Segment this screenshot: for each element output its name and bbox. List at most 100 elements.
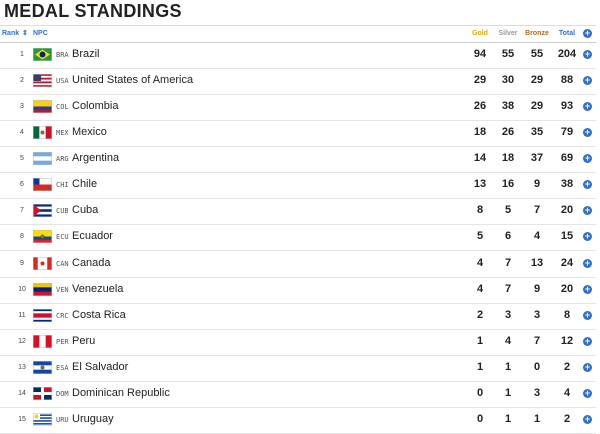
header-rank[interactable]: Rank bbox=[2, 30, 20, 37]
flag bbox=[33, 412, 52, 426]
country-name[interactable]: Cuba bbox=[72, 204, 99, 217]
silver-count: 7 bbox=[504, 282, 512, 295]
bronze-count: 4 bbox=[533, 230, 541, 243]
country-code: ARG bbox=[56, 155, 69, 164]
expand-icon[interactable]: + bbox=[583, 205, 592, 216]
country-name[interactable]: Argentina bbox=[72, 152, 120, 165]
bronze-count: 7 bbox=[533, 204, 541, 217]
header-npc[interactable]: NPC bbox=[33, 30, 48, 37]
country-code: CRC bbox=[56, 311, 69, 320]
rank: 7 bbox=[20, 207, 24, 215]
country-name[interactable]: Mexico bbox=[72, 126, 107, 139]
country-name[interactable]: Peru bbox=[72, 334, 96, 347]
header-total[interactable]: Total bbox=[558, 30, 576, 37]
gold-count: 1 bbox=[476, 360, 484, 373]
rank: 13 bbox=[18, 363, 26, 371]
table-row: 14 DOM Dominican Republic 0 1 3 4 + bbox=[0, 381, 596, 408]
country-name[interactable]: Venezuela bbox=[72, 282, 124, 295]
table-row: 1 BRA Brazil 94 55 55 204 + bbox=[0, 42, 596, 69]
sort-icon[interactable]: ⇕ bbox=[22, 30, 28, 37]
gold-count: 4 bbox=[476, 282, 484, 295]
bronze-count: 9 bbox=[533, 178, 541, 191]
country-name[interactable]: Canada bbox=[72, 256, 111, 269]
silver-count: 18 bbox=[501, 152, 515, 165]
country-name[interactable]: Colombia bbox=[72, 100, 119, 113]
bronze-count: 1 bbox=[533, 412, 541, 425]
total-count: 24 bbox=[560, 256, 574, 269]
country-code: MEX bbox=[56, 129, 69, 138]
country-name[interactable]: El Salvador bbox=[72, 360, 129, 373]
bronze-count: 13 bbox=[530, 256, 544, 269]
table-row: 11 CRC Costa Rica 2 3 3 8 + bbox=[0, 303, 596, 330]
table-row: 6 CHI Chile 13 16 9 38 + bbox=[0, 172, 596, 200]
expand-icon[interactable]: + bbox=[583, 127, 592, 138]
country-name[interactable]: Dominican Republic bbox=[72, 386, 170, 399]
flag bbox=[33, 308, 52, 322]
header-gold[interactable]: Gold bbox=[472, 30, 488, 37]
table-row: 7 CUB Cuba 8 5 7 20 + bbox=[0, 198, 596, 226]
rank: 14 bbox=[18, 389, 26, 397]
expand-icon[interactable]: + bbox=[583, 309, 592, 320]
silver-count: 26 bbox=[501, 126, 515, 139]
gold-count: 26 bbox=[473, 100, 487, 113]
table-row: 10 VEN Venezuela 4 7 9 20 + bbox=[0, 277, 596, 304]
flag bbox=[33, 386, 52, 400]
gold-count: 1 bbox=[476, 334, 484, 347]
silver-count: 5 bbox=[504, 204, 512, 217]
bronze-count: 29 bbox=[530, 74, 544, 87]
table-row: 13 ESA El Salvador 1 1 0 2 + bbox=[0, 355, 596, 382]
country-name[interactable]: United States of America bbox=[72, 74, 194, 87]
gold-count: 0 bbox=[476, 412, 484, 425]
expand-icon[interactable]: + bbox=[583, 49, 592, 59]
country-name[interactable]: Brazil bbox=[72, 48, 100, 60]
flag bbox=[33, 74, 52, 88]
gold-count: 8 bbox=[476, 204, 484, 217]
bronze-count: 3 bbox=[533, 308, 541, 321]
country-code: VEN bbox=[56, 285, 69, 294]
country-code: ECU bbox=[56, 233, 69, 242]
expand-icon[interactable]: + bbox=[583, 179, 592, 190]
gold-count: 13 bbox=[473, 178, 487, 191]
total-count: 79 bbox=[560, 126, 574, 139]
table-row: 9 CAN Canada 4 7 13 24 + bbox=[0, 251, 596, 278]
country-name[interactable]: Chile bbox=[72, 178, 98, 191]
flag bbox=[33, 360, 52, 374]
expand-icon[interactable]: + bbox=[583, 153, 592, 164]
bronze-count: 55 bbox=[530, 48, 544, 60]
expand-icon[interactable]: + bbox=[583, 283, 592, 294]
total-count: 2 bbox=[563, 412, 571, 425]
total-count: 69 bbox=[560, 152, 574, 165]
flag bbox=[33, 230, 52, 244]
rank: 4 bbox=[20, 129, 24, 137]
expand-icon[interactable]: + bbox=[583, 101, 592, 112]
expand-icon[interactable]: + bbox=[583, 231, 592, 242]
expand-icon[interactable]: + bbox=[583, 257, 592, 268]
flag bbox=[33, 48, 52, 61]
country-name[interactable]: Ecuador bbox=[72, 230, 113, 243]
header-bronze[interactable]: Bronze bbox=[525, 30, 549, 37]
gold-count: 94 bbox=[473, 48, 487, 60]
country-code: CUB bbox=[56, 207, 69, 216]
silver-count: 30 bbox=[501, 74, 515, 87]
gold-count: 29 bbox=[473, 74, 487, 87]
rank: 12 bbox=[18, 337, 26, 345]
country-name[interactable]: Uruguay bbox=[72, 412, 114, 425]
expand-icon[interactable]: + bbox=[583, 335, 592, 346]
rank: 9 bbox=[20, 259, 24, 267]
country-code: PER bbox=[56, 337, 69, 346]
silver-count: 1 bbox=[504, 386, 512, 399]
expand-all-icon[interactable]: + bbox=[583, 28, 592, 38]
table-row: 4 MEX Mexico 18 26 35 79 + bbox=[0, 120, 596, 148]
expand-icon[interactable]: + bbox=[583, 387, 592, 398]
expand-icon[interactable]: + bbox=[583, 413, 592, 424]
header-silver[interactable]: Silver bbox=[498, 30, 518, 37]
total-count: 20 bbox=[560, 282, 574, 295]
country-name[interactable]: Costa Rica bbox=[72, 308, 126, 321]
flag bbox=[33, 152, 52, 166]
gold-count: 5 bbox=[476, 230, 484, 243]
table-row: 5 ARG Argentina 14 18 37 69 + bbox=[0, 146, 596, 174]
total-count: 15 bbox=[560, 230, 574, 243]
total-count: 2 bbox=[563, 360, 571, 373]
expand-icon[interactable]: + bbox=[583, 75, 592, 86]
expand-icon[interactable]: + bbox=[583, 361, 592, 372]
